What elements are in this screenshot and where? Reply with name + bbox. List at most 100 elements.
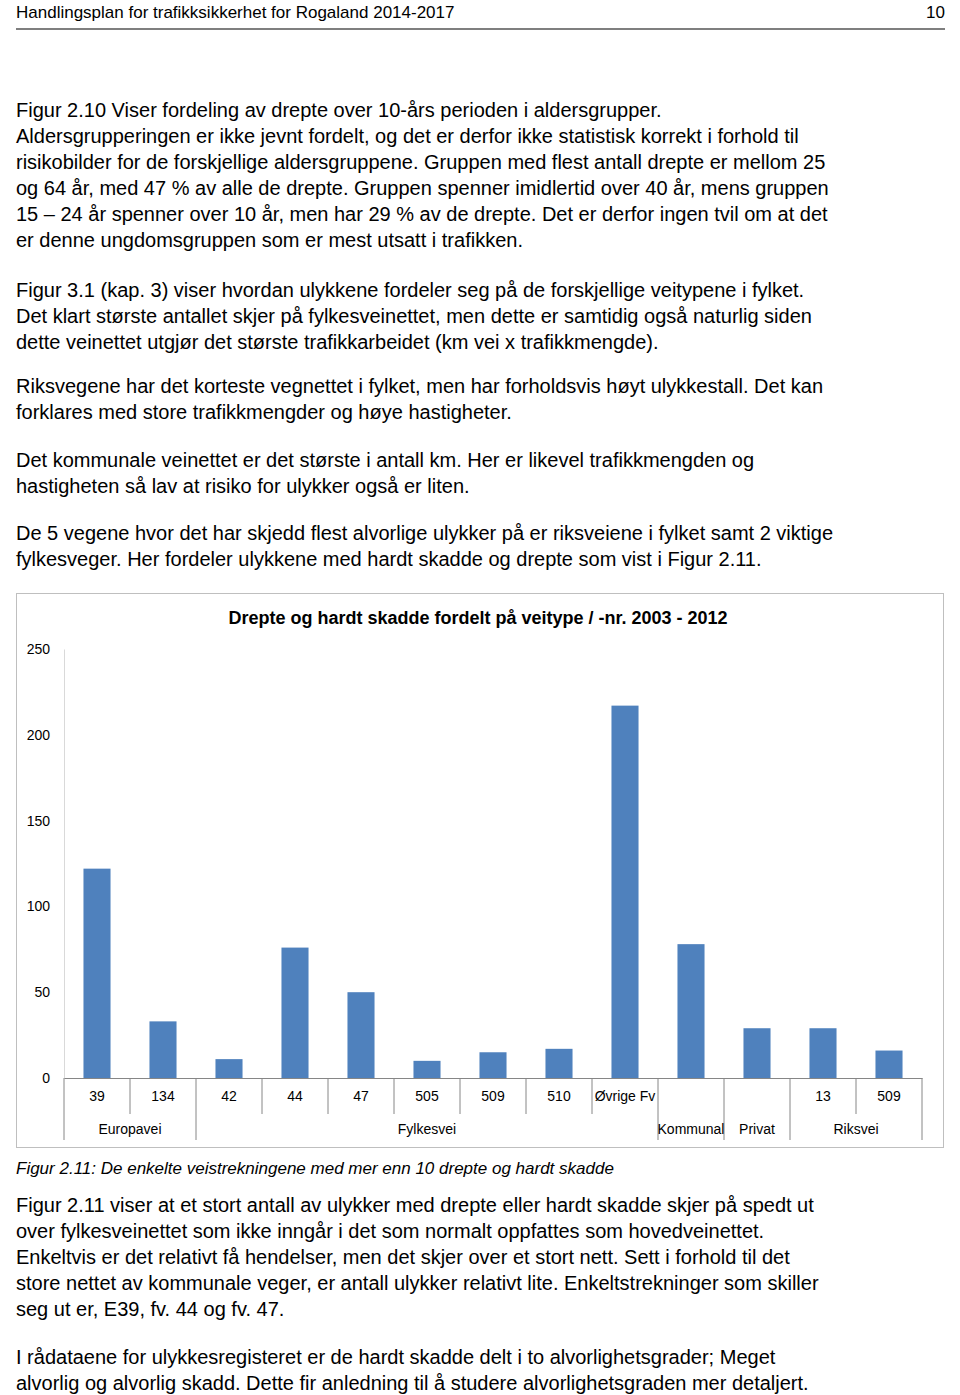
y-tick-label: 150 <box>27 813 51 829</box>
category-separator <box>526 1078 527 1114</box>
y-tick-label: 0 <box>42 1070 50 1086</box>
bar <box>149 1021 176 1078</box>
category-separator <box>592 1078 593 1114</box>
paragraph-line: Figur 2.11 viser at et stort antall av u… <box>16 1194 814 1216</box>
header-title: Handlingsplan for trafikksikkerhet for R… <box>16 3 454 22</box>
paragraph-line: er denne ungdomsgruppen som er mest utsa… <box>16 229 523 251</box>
bars <box>83 706 902 1078</box>
x-tick-label: 510 <box>547 1088 571 1104</box>
x-tick: 509 <box>481 1078 505 1104</box>
group-label: Fylkesvei <box>398 1121 456 1137</box>
paragraph-line: 15 – 24 år spenner over 10 år, men har 2… <box>16 203 828 225</box>
category-separator <box>328 1078 329 1114</box>
x-tick-label: 42 <box>221 1088 237 1104</box>
y-tick: 50 <box>34 984 64 1000</box>
figure-caption: Figur 2.11: De enkelte veistrekningene m… <box>16 1159 614 1178</box>
paragraph-line: over fylkesveinettet som ikke inngår i d… <box>16 1220 764 1242</box>
bar <box>677 944 704 1078</box>
paragraph-line: Det klart største antallet skjer på fylk… <box>16 305 812 327</box>
x-tick-label: 134 <box>151 1088 175 1104</box>
bar <box>479 1052 506 1078</box>
x-tick: 134 <box>151 1078 175 1104</box>
category-separator <box>856 1078 857 1114</box>
y-tick: 0 <box>42 1070 64 1086</box>
y-tick: 200 <box>27 727 64 743</box>
page-number: 10 <box>926 3 945 22</box>
x-tick-label: 509 <box>877 1088 901 1104</box>
bar <box>809 1028 836 1078</box>
category-separator <box>64 1078 65 1140</box>
chart-title: Drepte og hardt skadde fordelt på veityp… <box>228 608 727 628</box>
y-tick-label: 50 <box>34 984 50 1000</box>
x-tick: 47 <box>353 1078 369 1104</box>
group-label: Kommunal <box>658 1121 725 1137</box>
bar <box>611 706 638 1078</box>
paragraph-line: hastigheten så lav at risiko for ulykker… <box>16 475 470 497</box>
chart-frame <box>17 594 944 1148</box>
paragraph-line: Figur 2.10 Viser fordeling av drepte ove… <box>16 99 662 121</box>
category-separator <box>790 1078 791 1140</box>
category-separator <box>394 1078 395 1114</box>
x-tick-label: 47 <box>353 1088 369 1104</box>
x-tick: 42 <box>221 1078 237 1104</box>
y-tick: 100 <box>27 898 64 914</box>
x-tick-label: 509 <box>481 1088 505 1104</box>
paragraph-line: forklares med store trafikkmengder og hø… <box>16 401 512 423</box>
category-separators <box>64 1078 922 1140</box>
chart: Drepte og hardt skadde fordelt på veityp… <box>17 594 944 1148</box>
x-tick: Øvrige Fv <box>595 1078 656 1104</box>
bar <box>215 1059 242 1078</box>
x-tick-label: Øvrige Fv <box>595 1088 656 1104</box>
paragraph-line: fylkesveger. Her fordeler ulykkene med h… <box>16 548 762 570</box>
paragraph-line: Det kommunale veinettet er det største i… <box>16 449 754 471</box>
bar <box>347 992 374 1078</box>
y-axis: 0 50 100 150 200 250 <box>27 641 65 1086</box>
category-separator <box>262 1078 263 1114</box>
x-tick-label: 13 <box>815 1088 831 1104</box>
paragraph-line: seg ut er, E39, fv. 44 og fv. 47. <box>16 1298 284 1320</box>
bar <box>281 948 308 1078</box>
x-axis-line <box>65 1078 923 1079</box>
category-separator <box>922 1078 923 1140</box>
header-rule <box>16 28 945 29</box>
y-tick-label: 250 <box>27 641 51 657</box>
paragraph-line: dette veinettet utgjør det største trafi… <box>16 331 658 353</box>
x-tick: 509 <box>877 1078 901 1104</box>
bar <box>743 1028 770 1078</box>
y-axis-line <box>64 650 65 1079</box>
bar <box>545 1049 572 1078</box>
group-labels: Europavei Fylkesvei Kommunal Privat Riksvei <box>98 1121 878 1137</box>
bar <box>875 1051 902 1078</box>
x-tick-label: 44 <box>287 1088 303 1104</box>
group-label: Europavei <box>98 1121 161 1137</box>
group-label: Privat <box>739 1121 775 1137</box>
paragraph-line: alvorlig og alvorlig skadd. Dette fir an… <box>16 1372 809 1394</box>
page: Handlingsplan for trafikksikkerhet for R… <box>0 0 960 1395</box>
bar <box>413 1061 440 1078</box>
paragraph-line: Enkeltvis er det relativt få hendelser, … <box>16 1246 790 1268</box>
group-label: Riksvei <box>833 1121 878 1137</box>
y-tick-label: 100 <box>27 898 51 914</box>
paragraph-line: De 5 vegene hvor det har skjedd flest al… <box>16 522 833 544</box>
y-tick: 250 <box>27 641 64 657</box>
paragraph-line: store nettet av kommunale veger, er anta… <box>16 1272 819 1294</box>
x-tick: 13 <box>815 1078 831 1104</box>
x-tick-label: 39 <box>89 1088 105 1104</box>
paragraph-line: Aldersgrupperingen er ikke jevnt fordelt… <box>16 125 799 147</box>
x-tick: 505 <box>415 1078 439 1104</box>
x-tick: 510 <box>547 1078 571 1104</box>
paragraph-line: og 64 år, med 47 % av alle de drepte. Gr… <box>16 177 829 199</box>
x-tick: 39 <box>89 1078 105 1104</box>
x-tick: 44 <box>287 1078 303 1104</box>
x-tick-label: 505 <box>415 1088 439 1104</box>
category-separator <box>460 1078 461 1114</box>
paragraph-line: I rådataene for ulykkesregisteret er de … <box>16 1346 776 1368</box>
paragraph-line: risikobilder for de forskjellige aldersg… <box>16 151 825 173</box>
paragraph-line: Figur 3.1 (kap. 3) viser hvordan ulykken… <box>16 279 804 301</box>
y-tick: 150 <box>27 813 64 829</box>
y-tick-label: 200 <box>27 727 51 743</box>
category-separator <box>196 1078 197 1140</box>
category-separator <box>130 1078 131 1114</box>
x-axis: 39 134 42 44 47 505 509 510 Øvrige Fv 13 509 <box>65 1078 923 1104</box>
bar <box>83 869 110 1078</box>
